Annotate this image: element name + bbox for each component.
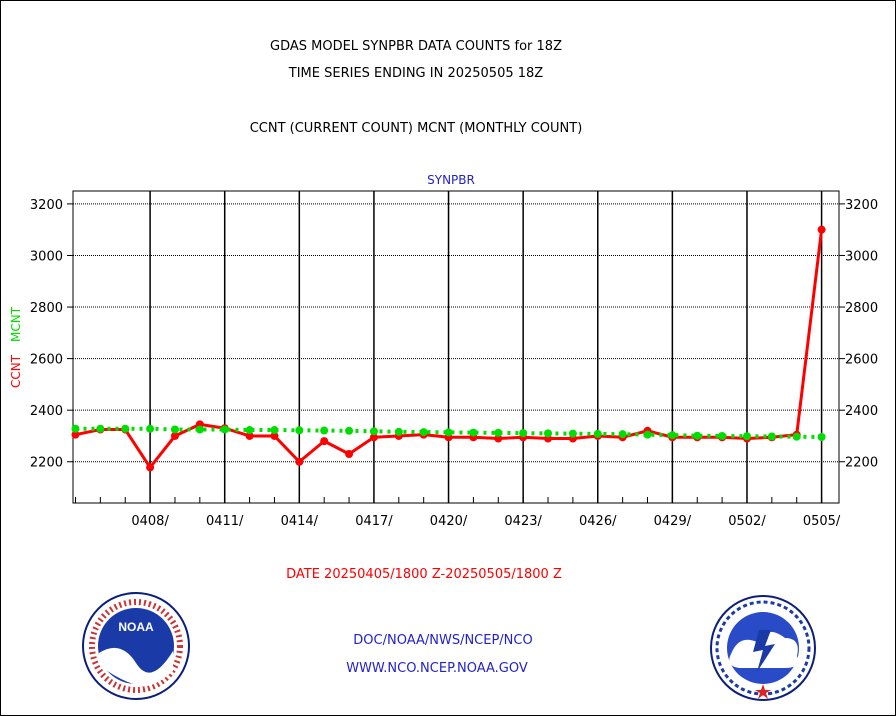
y-tick-label-right: 2600 xyxy=(845,353,878,368)
y-tick-label-right: 3000 xyxy=(845,249,878,264)
data-point-mcnt xyxy=(71,424,80,433)
date-range-label: DATE 20250405/1800 Z-20250505/1800 Z xyxy=(286,567,562,582)
data-point-mcnt xyxy=(544,429,553,438)
x-tick-label: 0411/ xyxy=(206,514,244,529)
y-tick-label-left: 3000 xyxy=(30,249,63,264)
plot-frame xyxy=(72,190,840,504)
data-point-ccnt xyxy=(369,433,378,442)
y-axis-label-group: CCNT MCNT xyxy=(9,306,23,388)
data-point-mcnt xyxy=(369,427,378,436)
data-point-ccnt xyxy=(146,463,155,472)
y-tick-label-left: 2600 xyxy=(30,353,63,368)
x-tick-label: 0414/ xyxy=(281,514,319,529)
data-point-mcnt xyxy=(817,432,826,441)
data-point-mcnt xyxy=(320,426,329,435)
data-point-mcnt xyxy=(693,431,702,440)
data-point-mcnt xyxy=(519,429,528,438)
data-point-ccnt xyxy=(245,431,254,440)
chart-title-line2: TIME SERIES ENDING IN 20250505 18Z xyxy=(288,66,544,81)
data-point-mcnt xyxy=(295,426,304,435)
x-tick-label: 0505/ xyxy=(803,514,841,529)
data-point-mcnt xyxy=(419,428,428,437)
data-point-mcnt xyxy=(494,428,503,437)
x-tick-label: 0423/ xyxy=(504,514,542,529)
noaa-logo: NOAA xyxy=(82,592,190,700)
y-tick-label-right: 2200 xyxy=(845,456,878,471)
data-point-mcnt xyxy=(767,432,776,441)
data-point-mcnt xyxy=(121,424,130,433)
data-point-mcnt xyxy=(245,426,254,435)
data-point-mcnt xyxy=(270,426,279,435)
station-label: SYNPBR xyxy=(427,173,475,187)
y-tick-label-left: 2200 xyxy=(30,456,63,471)
data-point-mcnt xyxy=(345,426,354,435)
x-tick-label: 0426/ xyxy=(579,514,617,529)
data-point-mcnt xyxy=(618,430,627,439)
data-point-mcnt xyxy=(146,424,155,433)
y-tick-label-right: 2800 xyxy=(845,301,878,316)
data-point-ccnt xyxy=(345,450,354,459)
chart-title-line1: GDAS MODEL SYNPBR DATA COUNTS for 18Z xyxy=(270,39,562,54)
y-tick-label-left: 3200 xyxy=(30,198,63,213)
data-point-mcnt xyxy=(469,428,478,437)
y-tick-label-left: 2800 xyxy=(30,301,63,316)
y-tick-label-right: 2400 xyxy=(845,404,878,419)
svg-text:NOAA: NOAA xyxy=(118,620,154,634)
data-point-ccnt xyxy=(71,430,80,439)
y-tick-label-right: 3200 xyxy=(845,198,878,213)
data-point-mcnt xyxy=(394,427,403,436)
data-point-mcnt xyxy=(195,425,204,434)
data-point-mcnt xyxy=(718,431,727,440)
data-point-mcnt xyxy=(668,431,677,440)
data-point-mcnt xyxy=(444,428,453,437)
x-tick-label: 0417/ xyxy=(355,514,393,529)
national-weather-service-logo xyxy=(710,595,816,701)
org-path-text: DOC/NOAA/NWS/NCEP/NCO xyxy=(353,633,533,648)
data-point-mcnt xyxy=(742,432,751,441)
x-tick-label: 0502/ xyxy=(728,514,766,529)
data-point-ccnt xyxy=(494,434,503,443)
x-tick-label: 0420/ xyxy=(430,514,468,529)
data-point-ccnt xyxy=(170,431,179,440)
data-point-mcnt xyxy=(593,429,602,438)
data-point-ccnt xyxy=(817,225,826,234)
y-axis-label-mcnt: MCNT xyxy=(9,306,23,342)
data-point-mcnt xyxy=(643,430,652,439)
data-point-ccnt xyxy=(270,431,279,440)
data-point-mcnt xyxy=(170,425,179,434)
x-tick-label: 0408/ xyxy=(131,514,169,529)
data-point-mcnt xyxy=(96,424,105,433)
data-point-mcnt xyxy=(568,429,577,438)
chart-subtitle: CCNT (CURRENT COUNT) MCNT (MONTHLY COUNT… xyxy=(249,121,583,136)
data-point-mcnt xyxy=(220,425,229,434)
data-point-mcnt xyxy=(792,432,801,441)
data-point-ccnt xyxy=(295,457,304,466)
x-tick-label: 0429/ xyxy=(654,514,692,529)
y-axis-label-ccnt: CCNT xyxy=(9,354,23,388)
data-point-ccnt xyxy=(320,437,329,446)
website-text: WWW.NCO.NCEP.NOAA.GOV xyxy=(346,661,528,676)
y-tick-label-left: 2400 xyxy=(30,404,63,419)
